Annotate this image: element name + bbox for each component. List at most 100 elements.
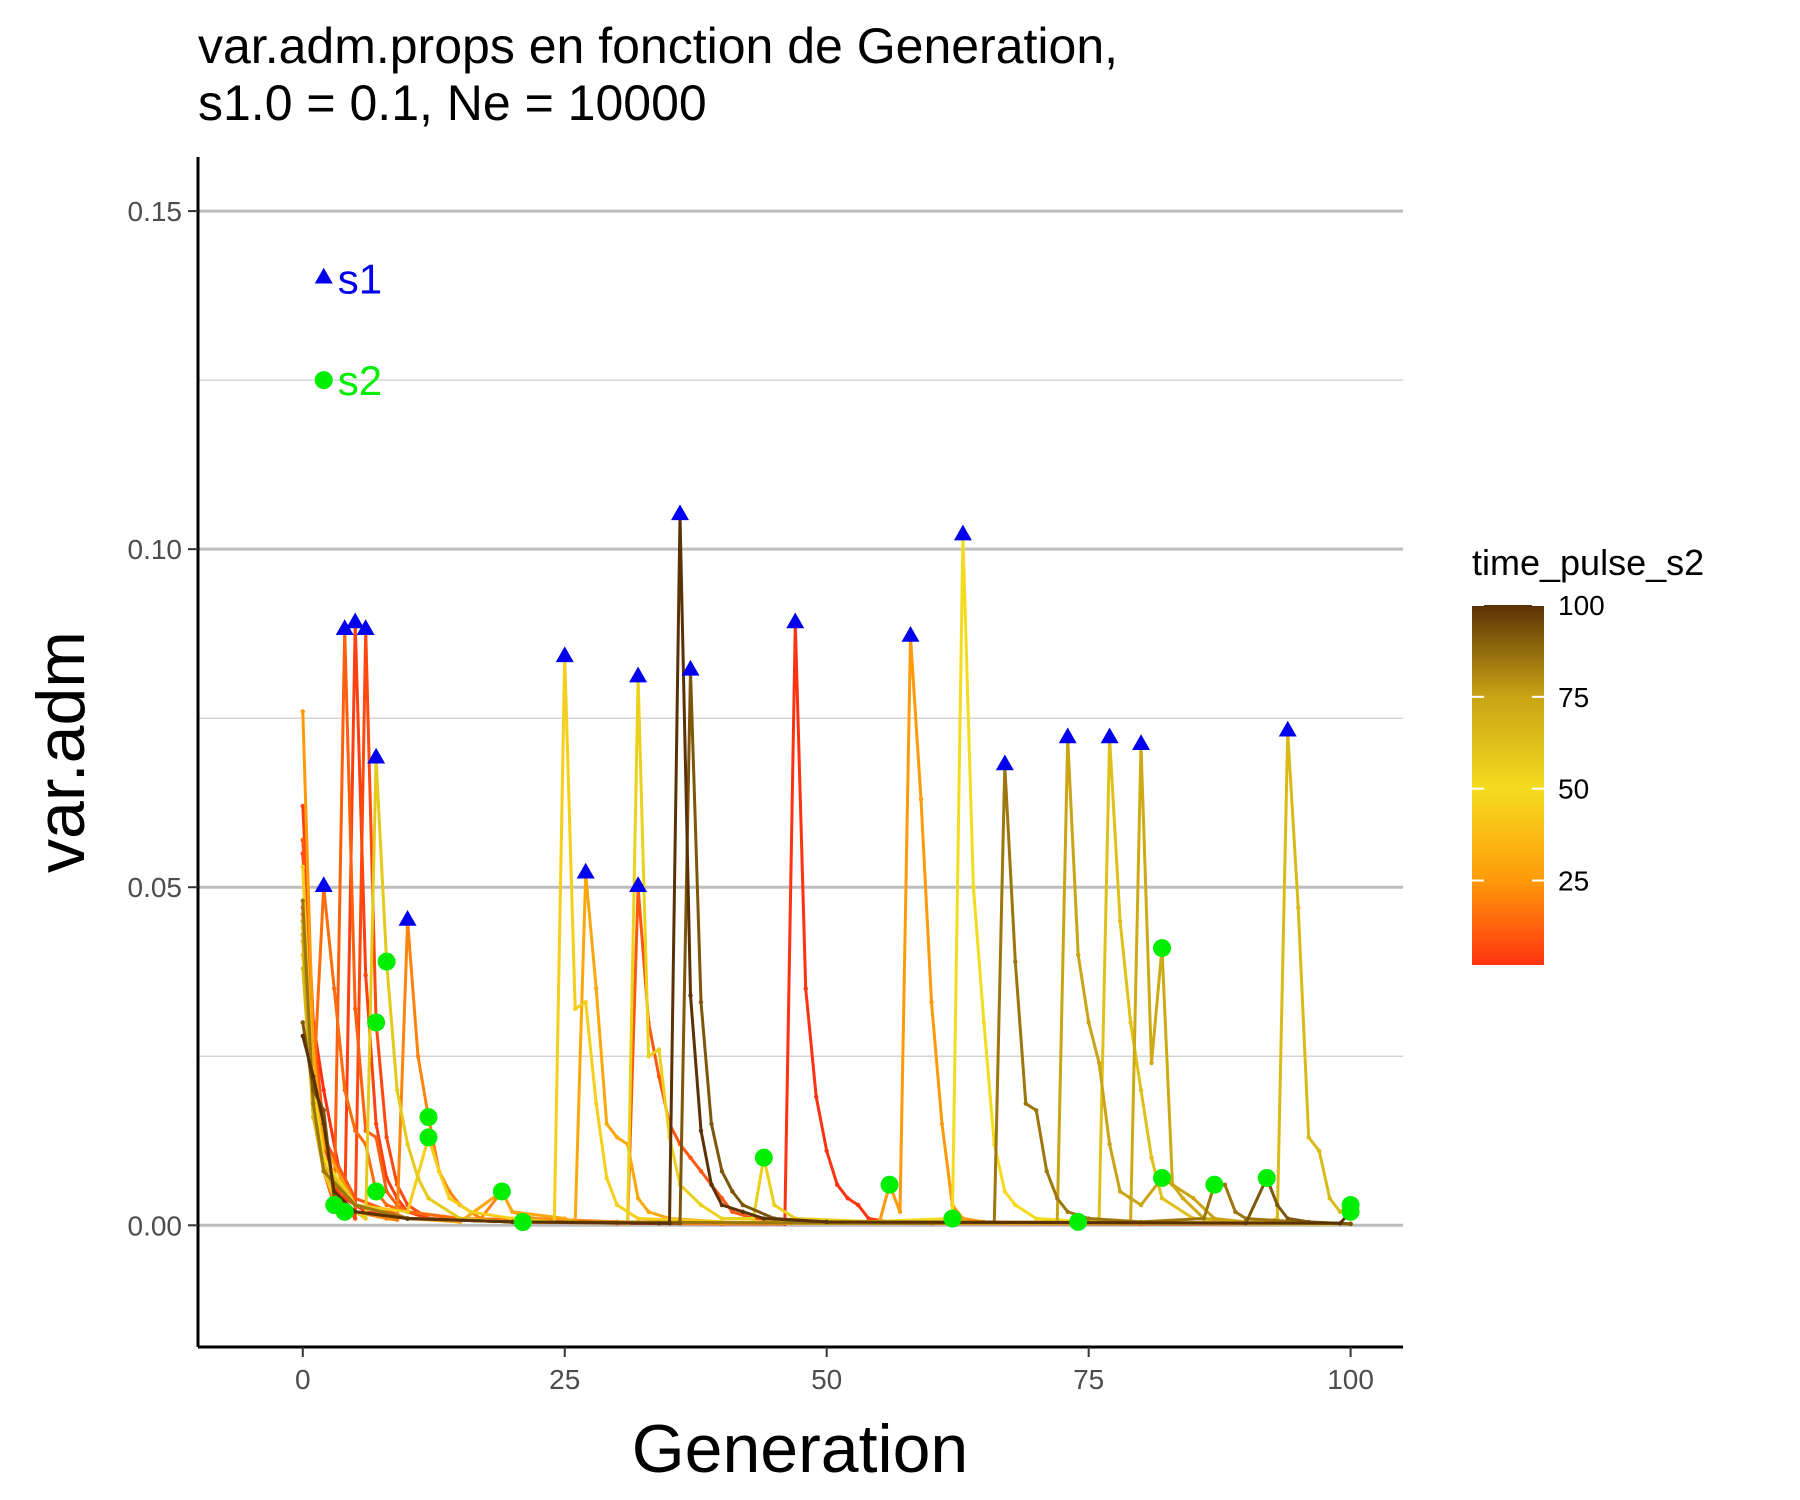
legend-colorbar xyxy=(1472,605,1544,965)
series-point xyxy=(300,709,305,714)
series-point xyxy=(363,1216,368,1221)
s1-marker xyxy=(346,612,365,629)
series-line-30 xyxy=(301,872,1351,1226)
series-point xyxy=(1170,1182,1175,1187)
series-point xyxy=(939,1121,945,1127)
series-point xyxy=(1149,1060,1154,1066)
series-point xyxy=(646,1054,651,1059)
s1-marker xyxy=(398,910,417,926)
s2-marker xyxy=(377,952,396,971)
series-point xyxy=(352,1202,358,1208)
series-point xyxy=(384,1135,389,1140)
series-point xyxy=(300,837,305,843)
series-point xyxy=(1107,1141,1112,1147)
s1-marker xyxy=(335,619,354,636)
series-point xyxy=(332,1189,337,1194)
series-point xyxy=(698,1202,704,1208)
series-point xyxy=(573,1006,578,1012)
gridlines xyxy=(198,209,1403,1227)
s2-marker xyxy=(419,1108,438,1127)
x-axis-ticks: 0 25 50 75 100 xyxy=(295,1347,1374,1395)
s2-marker xyxy=(943,1209,962,1228)
s1-marker xyxy=(356,619,375,636)
annotation-triangle-icon xyxy=(314,267,333,284)
series-point xyxy=(719,1216,725,1221)
s2-marker xyxy=(513,1213,532,1232)
s2-marker xyxy=(367,1013,386,1032)
series-line-25 xyxy=(301,635,1351,1226)
s2-marker xyxy=(325,1196,344,1215)
series-point xyxy=(426,1196,431,1201)
series-point xyxy=(1117,1189,1123,1194)
series-point xyxy=(1327,1196,1332,1201)
series-point xyxy=(352,1006,358,1012)
color-legend: time_pulse_s2 25 50 75 100 xyxy=(1472,542,1704,965)
series-point xyxy=(352,1196,358,1201)
series-line-2 xyxy=(301,622,1351,1226)
s2-marker xyxy=(1257,1168,1276,1187)
s1-marker xyxy=(671,504,689,521)
s1-marker xyxy=(367,747,386,764)
s2-marker xyxy=(754,1148,773,1167)
series-point xyxy=(405,1216,410,1221)
chart-title-line2: s1.0 = 0.1, Ne = 10000 xyxy=(198,75,707,131)
annotation-label-s2: s2 xyxy=(338,357,382,404)
s1-marker xyxy=(786,612,805,629)
series-point xyxy=(562,1216,567,1221)
series-point xyxy=(436,1169,442,1174)
series-point xyxy=(656,1221,662,1226)
x-tick-label: 75 xyxy=(1073,1364,1104,1395)
series-point xyxy=(1128,1196,1133,1201)
series-point xyxy=(311,1101,316,1106)
series-point xyxy=(352,1209,358,1214)
legend-tick-label: 25 xyxy=(1558,866,1589,897)
series-point xyxy=(593,1101,599,1106)
series-point xyxy=(394,1087,400,1093)
legend-tick-label: 75 xyxy=(1558,682,1589,713)
series-point xyxy=(772,1202,777,1208)
series-point xyxy=(352,1216,358,1221)
series-point xyxy=(614,1202,620,1208)
series-point xyxy=(384,1189,389,1194)
s2-marker xyxy=(419,1128,438,1147)
series-point xyxy=(845,1196,850,1201)
s1-marker xyxy=(953,524,972,541)
series-point xyxy=(751,1216,756,1221)
legend-ticks: 25 50 75 100 xyxy=(1472,590,1605,897)
series-point xyxy=(1075,952,1081,958)
series-point xyxy=(1285,1216,1290,1221)
s1-marker xyxy=(1132,734,1151,750)
series-point xyxy=(981,1020,987,1025)
chart-title-line1: var.adm.props en fonction de Generation, xyxy=(198,18,1118,74)
series-point xyxy=(688,993,693,998)
series-point xyxy=(321,1169,326,1174)
s2-marker xyxy=(1069,1212,1088,1231)
series-point xyxy=(1212,1216,1217,1221)
legend-title: time_pulse_s2 xyxy=(1472,542,1704,583)
series-point xyxy=(1306,1135,1311,1140)
series-point xyxy=(321,1121,326,1127)
series-point xyxy=(1138,1202,1144,1208)
series-point xyxy=(352,1128,358,1133)
series-point xyxy=(1044,1169,1049,1174)
series-point xyxy=(719,1169,725,1174)
s2-markers xyxy=(325,939,1360,1232)
series-point xyxy=(1065,1209,1070,1214)
series-point xyxy=(719,1196,725,1201)
series-line-50 xyxy=(301,534,1351,1226)
series-point xyxy=(384,1202,389,1208)
s2-marker xyxy=(367,1182,386,1201)
series-point xyxy=(834,1182,840,1187)
series-point xyxy=(740,1209,746,1214)
series-point xyxy=(824,1148,829,1154)
series-point xyxy=(405,1209,410,1214)
x-tick-label: 25 xyxy=(549,1364,580,1395)
s2-marker xyxy=(1205,1175,1224,1194)
series-point xyxy=(667,1221,672,1226)
s2-marker xyxy=(492,1182,511,1201)
marker-annotations: s1 s2 xyxy=(314,256,382,404)
series-point xyxy=(1275,1202,1280,1208)
series-point xyxy=(824,1219,829,1225)
series-point xyxy=(1191,1196,1196,1201)
